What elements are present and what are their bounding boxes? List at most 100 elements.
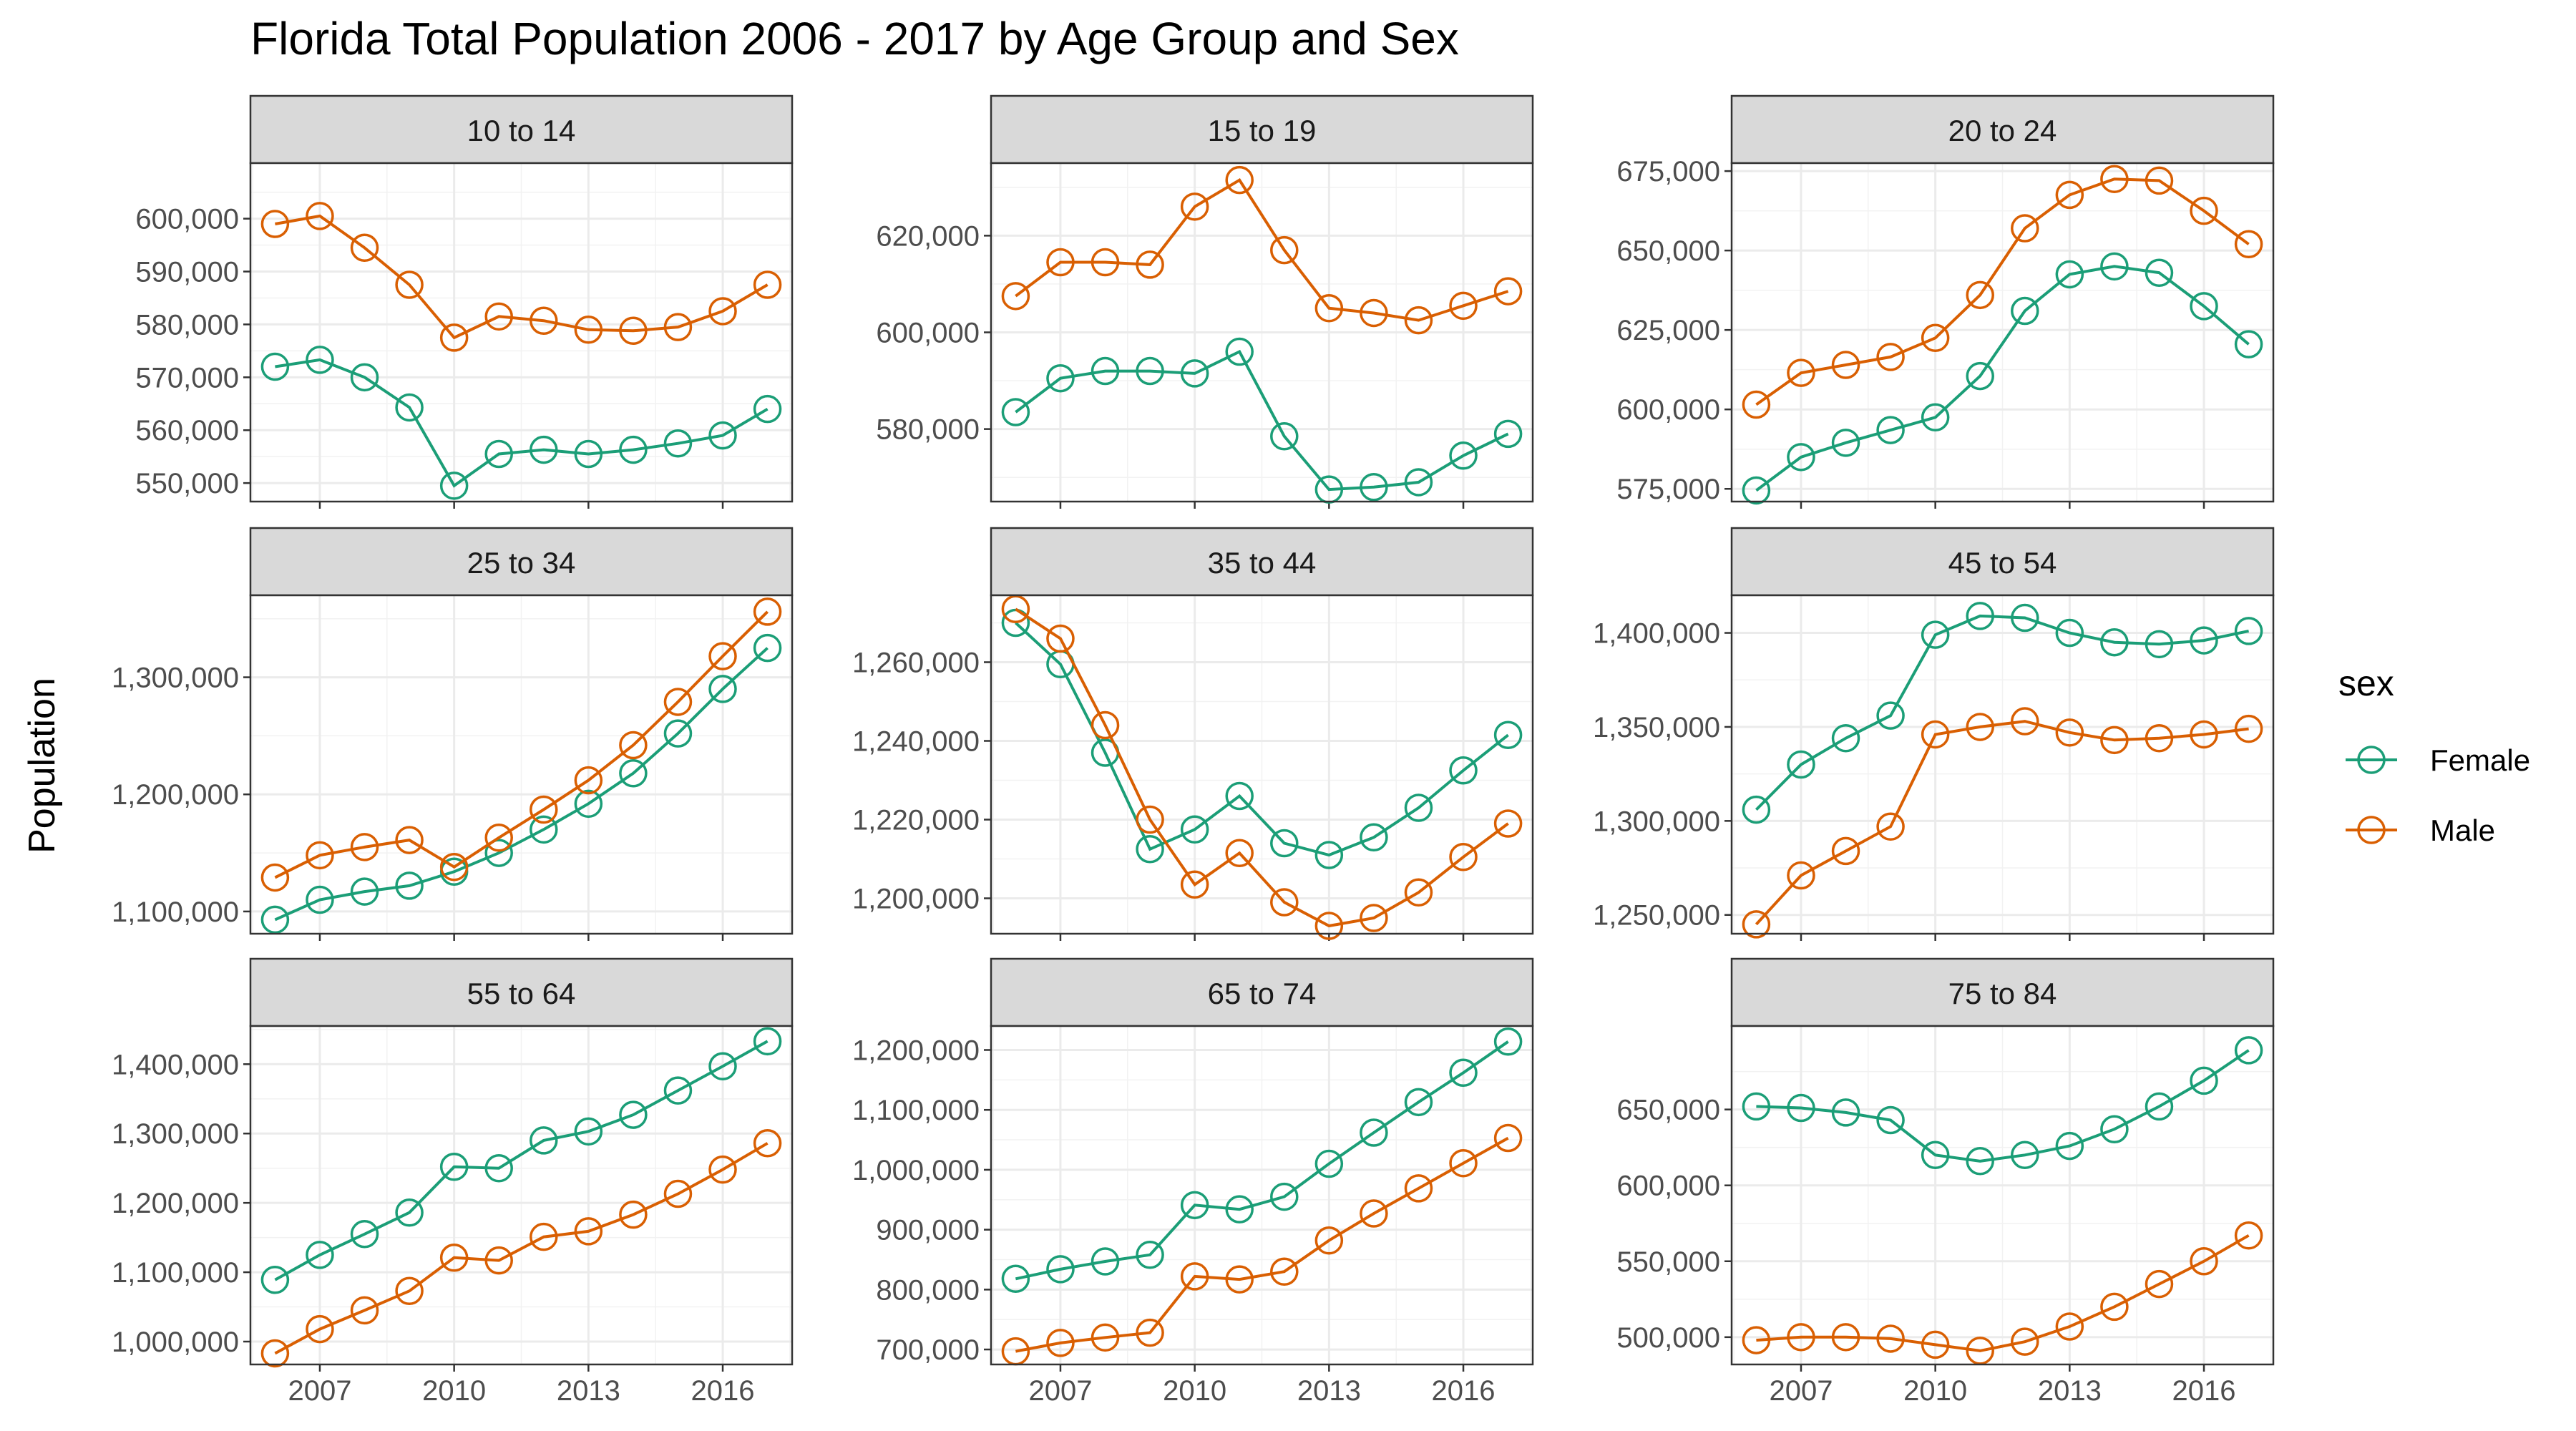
series-line-male <box>1015 177 1509 322</box>
data-point-female <box>1966 602 1994 630</box>
data-point-male <box>439 852 469 881</box>
data-point-male <box>1046 248 1075 277</box>
series-line-male <box>274 1142 769 1355</box>
data-point-male <box>1449 291 1478 321</box>
panel-border <box>1730 162 2275 503</box>
data-point-female <box>306 1241 334 1269</box>
data-point-female <box>1921 403 1950 432</box>
data-point-female <box>439 472 469 500</box>
series-line-female <box>274 1040 769 1281</box>
data-point-male <box>1270 235 1299 265</box>
y-tick-label: 560,000 <box>135 415 239 446</box>
data-point-male <box>1787 358 1815 387</box>
y-tick-label: 900,000 <box>876 1215 980 1246</box>
data-point-male <box>1360 1199 1388 1228</box>
data-point-female <box>2234 617 2263 645</box>
data-point-male <box>708 297 737 326</box>
data-point-female <box>1493 721 1523 749</box>
facet-panels: 10 to 14 550,000 560,000 570,000 580,000 590,… <box>112 94 2275 1407</box>
data-point-female <box>1831 429 1860 457</box>
data-point-male <box>2011 1327 2039 1356</box>
y-tick-label: 625,000 <box>1616 315 1720 346</box>
facet-strip <box>1730 957 2275 1027</box>
y-tick-label: 650,000 <box>1616 1095 1720 1126</box>
series-line-female <box>275 358 769 488</box>
y-tick-label: 1,300,000 <box>112 1118 239 1150</box>
y-tick-label: 700,000 <box>876 1334 980 1366</box>
data-point-male <box>260 1339 290 1368</box>
data-point-female <box>1404 468 1433 497</box>
data-point-male <box>1876 1324 1905 1353</box>
x-tick-label: 2010 <box>1163 1375 1226 1407</box>
panel-border <box>990 594 1534 935</box>
y-tick-label: 1,000,000 <box>112 1327 239 1358</box>
data-point-female <box>2190 626 2218 655</box>
data-point-female <box>1831 1098 1860 1127</box>
data-point-male <box>708 642 737 670</box>
data-point-male <box>574 766 603 795</box>
data-point-female <box>2234 330 2263 358</box>
y-tick-label: 1,260,000 <box>852 648 980 679</box>
y-tick-label: 1,240,000 <box>852 726 980 758</box>
legend-item-male: Male <box>2346 814 2495 847</box>
data-point-female <box>574 1117 603 1146</box>
data-point-male <box>2055 1312 2084 1341</box>
data-point-male <box>1742 390 1771 419</box>
data-point-male <box>1921 720 1950 749</box>
data-point-male <box>395 270 424 299</box>
legend: sex Female Male <box>2338 663 2530 847</box>
data-point-male <box>1831 836 1860 866</box>
data-point-female <box>1091 356 1120 386</box>
facet-label: 15 to 19 <box>1208 114 1317 147</box>
data-point-female <box>1314 841 1344 869</box>
data-point-male <box>708 1155 737 1184</box>
data-point-male <box>2011 707 2039 736</box>
data-point-male <box>1091 1323 1120 1352</box>
series-line-male <box>274 610 769 879</box>
data-point-male <box>350 833 379 861</box>
data-point-female <box>1742 1092 1771 1121</box>
data-point-male <box>1966 280 1994 310</box>
panel-border <box>1730 1025 2275 1366</box>
data-point-female <box>1136 1241 1164 1269</box>
series-line-female <box>1755 265 2250 492</box>
y-tick-label: 675,000 <box>1616 156 1720 187</box>
data-point-female <box>1360 472 1388 502</box>
data-point-female <box>708 421 737 450</box>
data-point-male <box>1449 1148 1478 1178</box>
facet-panel: 35 to 44 1,200,000 1,220,000 1,240,000 1,260… <box>852 527 1534 941</box>
x-tick-label: 2013 <box>557 1375 620 1407</box>
data-point-male <box>1787 1323 1815 1352</box>
data-point-male <box>753 270 782 299</box>
data-point-male <box>1270 1257 1299 1286</box>
data-point-male <box>574 1217 603 1246</box>
data-point-female <box>619 759 648 788</box>
data-point-male <box>1742 910 1771 939</box>
y-tick-label: 600,000 <box>135 204 239 235</box>
data-point-female <box>1270 422 1299 451</box>
x-tick-label: 2013 <box>1297 1375 1361 1407</box>
data-point-male <box>1091 710 1120 740</box>
data-point-male <box>663 313 693 341</box>
data-point-male <box>1787 861 1815 890</box>
y-tick-label: 1,100,000 <box>852 1095 980 1126</box>
data-point-female <box>2055 618 2084 648</box>
data-point-male <box>1225 165 1254 195</box>
data-point-male <box>753 597 782 626</box>
data-point-female <box>484 1153 513 1183</box>
data-point-female <box>1966 1147 1994 1176</box>
y-tick-label: 650,000 <box>1616 235 1720 267</box>
x-tick-label: 2016 <box>691 1375 755 1407</box>
data-point-male <box>2234 714 2263 743</box>
y-tick-label: 1,400,000 <box>112 1049 239 1080</box>
data-point-male <box>1136 250 1164 279</box>
data-point-male <box>1046 1329 1075 1357</box>
data-point-male <box>484 824 513 852</box>
panel-border <box>249 162 794 503</box>
series-line-male <box>1755 177 2250 406</box>
panel-border <box>249 1025 794 1366</box>
x-tick-label: 2007 <box>1028 1375 1092 1407</box>
data-point-male <box>619 731 648 760</box>
series-line-female <box>1015 622 1509 857</box>
data-point-female <box>1046 363 1075 393</box>
